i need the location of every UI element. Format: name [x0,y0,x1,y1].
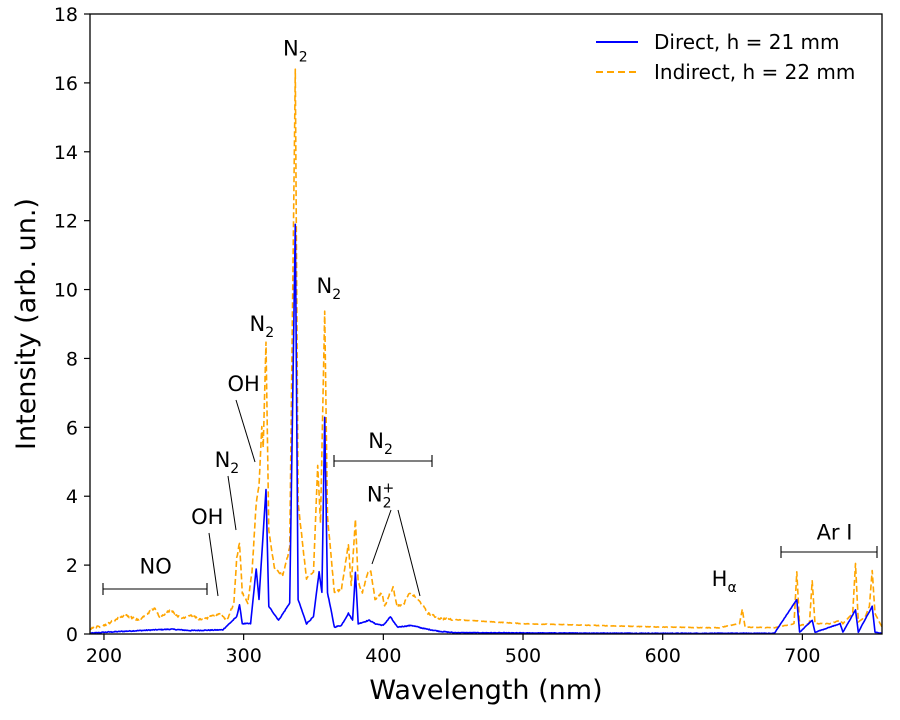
oh-upper-leader-line [235,399,256,463]
ar-i-bracket [780,546,878,558]
y-tick-label: 4 [66,486,78,508]
annotation-label: NO [140,555,172,579]
legend: Direct, h = 21 mm Indirect, h = 22 mm [596,30,855,84]
annotation-label: N2 [283,36,308,65]
x-tick-label: 300 [226,645,262,667]
y-tick-label: 6 [66,417,78,439]
x-tick-label: 600 [645,645,681,667]
y-tick-label: 16 [54,73,78,95]
y-tick-label: 10 [54,280,78,302]
plot-frame [89,13,883,635]
annotation-label: N2 [317,274,342,303]
y-tick-label: 0 [66,624,78,646]
x-tick-label: 500 [505,645,541,667]
ticks-layer: 200 300 400 500 600 700 0 2 4 6 8 10 12 14 16 18 [54,4,821,667]
annotation-layer [102,399,878,597]
annotation-label: N2+ [367,480,394,511]
annotation-label: Hα [712,567,737,596]
legend-label-direct: Direct, h = 21 mm [654,30,840,54]
n2-lower-leader-line [227,475,237,531]
y-tick-label: 12 [54,211,78,233]
legend-label-indirect: Indirect, h = 22 mm [654,60,855,84]
y-tick-label: 14 [54,142,78,164]
annotation-label: OH [227,372,259,396]
annotation-label: N2 [249,312,274,341]
y-tick-label: 18 [54,4,78,26]
series-layer [89,68,883,635]
annotation-label: Ar I [817,520,853,544]
n2-band-bracket [333,455,433,467]
n2-plus-leader-line-2 [397,509,421,597]
series-line-indirect [89,68,883,631]
y-tick-label: 2 [66,555,78,577]
x-tick-label: 700 [784,645,820,667]
oh-lower-leader-line [208,532,219,597]
no-band-bracket [102,583,208,595]
annotation-label: N2 [368,429,393,458]
n2-plus-leader-line-1 [371,509,392,565]
annotation-text-layer: N2 N2 N2 OH N2 OH NO N2 N2+ Hα Ar I [140,36,853,595]
x-axis-title: Wavelength (nm) [369,675,602,706]
annotation-label: OH [191,505,223,529]
y-axis-title: Intensity (arb. un.) [11,198,42,450]
x-tick-label: 400 [365,645,401,667]
y-tick-label: 8 [66,348,78,370]
series-line-direct [89,223,883,635]
x-tick-label: 200 [86,645,122,667]
annotation-label: N2 [215,448,240,477]
